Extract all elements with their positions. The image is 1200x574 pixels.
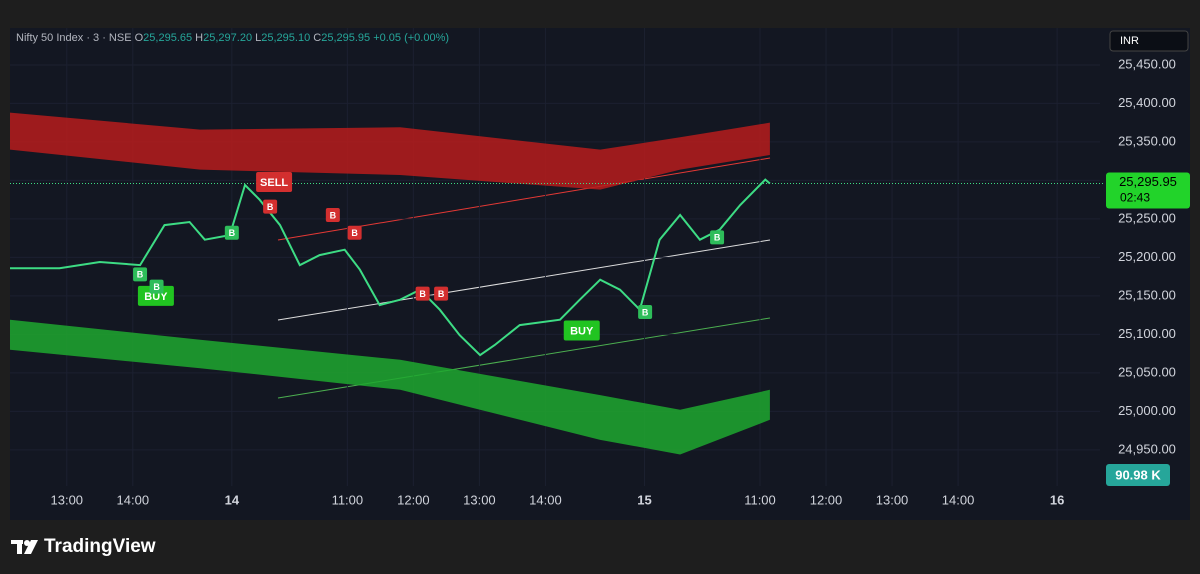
- symbol[interactable]: Nifty 50 Index · 3 · NSE: [16, 32, 132, 44]
- last-price-label: 25,295.95: [1119, 174, 1177, 189]
- signal-label: B: [351, 228, 358, 238]
- ohlc-label: O: [134, 32, 144, 44]
- signal-label: B: [714, 233, 721, 243]
- x-tick-label: 13:00: [876, 492, 909, 507]
- ohlc-value: 25,295.95: [321, 32, 371, 44]
- currency[interactable]: INR: [1120, 35, 1139, 47]
- signal-marker: [347, 225, 362, 240]
- y-tick-label: 25,200.00: [1118, 249, 1176, 264]
- ohlc-value: 25,295.10: [261, 32, 311, 44]
- volume-tag: [1106, 464, 1170, 486]
- y-tick-label: 25,050.00: [1118, 364, 1176, 379]
- x-tick-label: 15: [637, 492, 651, 507]
- y-tick-label: 25,350.00: [1118, 133, 1176, 148]
- signal-label: B: [137, 270, 144, 280]
- x-tick-label: 11:00: [744, 492, 776, 507]
- signal-label: B: [438, 289, 445, 299]
- signal-marker: [133, 267, 148, 282]
- signal-label: B: [229, 228, 236, 238]
- ohlc-label: H: [195, 32, 204, 44]
- signal-marker: [325, 208, 340, 223]
- y-tick-label: 25,250.00: [1118, 210, 1176, 225]
- signal-label: SELL: [260, 177, 288, 189]
- ohlc-label: L: [255, 32, 262, 44]
- ohlc-value: 25,295.65: [143, 32, 193, 44]
- x-tick-label: 16: [1050, 492, 1064, 507]
- x-tick-label: 13:00: [51, 492, 84, 507]
- x-tick-label: 12:00: [810, 492, 843, 507]
- y-tick-label: 25,400.00: [1118, 95, 1176, 110]
- indicator-band: [10, 319, 770, 455]
- y-tick-label: 25,000.00: [1118, 403, 1176, 418]
- y-tick-label: 25,100.00: [1118, 326, 1176, 341]
- signal-marker: [263, 199, 278, 214]
- signal-marker: [710, 230, 725, 245]
- currency-box[interactable]: [1109, 30, 1189, 52]
- x-tick-label: 14:00: [117, 492, 150, 507]
- x-tick-label: 14: [225, 492, 240, 507]
- signal-marker: [224, 225, 239, 240]
- countdown: 02:43: [1120, 191, 1150, 205]
- signal-label: B: [267, 202, 274, 212]
- signal-marker: [256, 171, 293, 192]
- ohlc-label: C: [313, 32, 322, 44]
- trendline: [277, 239, 771, 321]
- signal-marker: [415, 286, 430, 301]
- brand: TradingView: [44, 536, 156, 557]
- signal-marker: [137, 285, 174, 306]
- logo-icon: [11, 540, 38, 554]
- x-tick-label: 12:00: [397, 492, 430, 507]
- ohlc-value: 25,297.20: [203, 32, 253, 44]
- last-price-tag: [1106, 172, 1190, 209]
- volume-label: 90.98 K: [1115, 467, 1161, 482]
- signal-marker: [563, 320, 600, 341]
- signal-label: B: [419, 289, 426, 299]
- signal-marker: [149, 279, 164, 294]
- signal-marker: [434, 286, 449, 301]
- signal-label: B: [330, 210, 337, 220]
- x-tick-label: 11:00: [332, 492, 364, 507]
- chart-background: [10, 28, 1190, 520]
- y-tick-label: 25,150.00: [1118, 287, 1176, 302]
- y-tick-label: 24,950.00: [1118, 441, 1176, 456]
- signal-label: BUY: [144, 291, 168, 303]
- change: +0.05 (+0.00%): [373, 32, 450, 44]
- x-tick-label: 14:00: [942, 492, 975, 507]
- legend-header: Nifty 50 Index · 3 · NSE O25,295.65 H25,…: [16, 32, 449, 44]
- signal-label: B: [153, 282, 160, 292]
- indicator-band: [10, 112, 770, 190]
- x-tick-label: 14:00: [529, 492, 562, 507]
- y-tick-label: 25,450.00: [1118, 56, 1176, 71]
- signal-label: BUY: [570, 325, 594, 337]
- signal-label: B: [642, 307, 649, 317]
- signal-marker: [638, 305, 653, 320]
- x-tick-label: 13:00: [463, 492, 496, 507]
